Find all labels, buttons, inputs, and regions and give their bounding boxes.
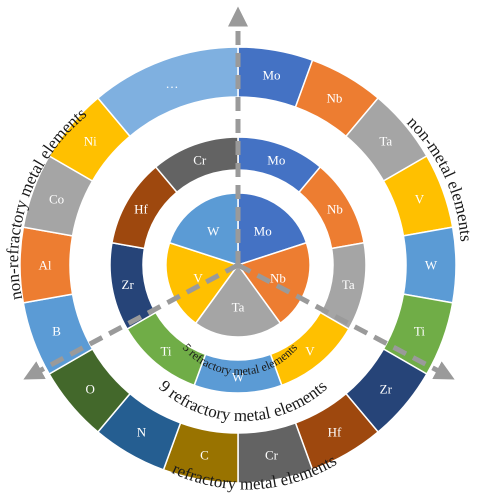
outer-ring-segment-label: … — [166, 76, 179, 91]
center-pie-segment-w — [168, 192, 239, 267]
center-pie: Mo Nb Ta V W — [165, 192, 311, 338]
outer-ring-segment-label: Nb — [327, 90, 343, 105]
outer-ring-segment-label: O — [86, 382, 95, 397]
middle-ring-segment-label: Mo — [267, 152, 285, 167]
outer-ring-segment-label: W — [425, 258, 438, 273]
outer-ring-segment-label: Hf — [328, 425, 342, 440]
outer-ring-segment-label: N — [137, 425, 147, 440]
middle-ring-segment-label: Ti — [160, 343, 171, 358]
center-pie-segment-ta — [194, 263, 282, 338]
center-pie-segment-v — [165, 241, 240, 325]
outer-ring-segment-label: Zr — [380, 382, 393, 397]
center-pie-segment-label: V — [193, 271, 203, 286]
axis-arrow-lower-left — [23, 262, 240, 380]
middle-ring-segment-label: V — [305, 343, 315, 358]
middle-ring: Mo Nb Ta V W Ti Zr Hf Cr — [109, 136, 367, 394]
outer-ring-segment-label: Ta — [379, 133, 392, 148]
center-pie-segment-label: Nb — [270, 271, 286, 286]
outer-ring-segment-label: B — [52, 324, 61, 339]
outer-ring-segment-label: Mo — [262, 67, 280, 82]
outer-ring-segment-label: Cr — [265, 448, 279, 463]
middle-ring-segment-label: Hf — [134, 202, 148, 217]
outer-ring-segment-label: Ti — [414, 324, 425, 339]
center-pie-segment-label: W — [207, 224, 220, 239]
outer-ring-segment-label: Al — [39, 258, 52, 273]
middle-ring-segment-label: Cr — [193, 152, 207, 167]
axis-arrow-lower-right — [236, 262, 455, 380]
outer-ring-segment-label: Ni — [84, 133, 97, 148]
middle-ring-segment-label: Ta — [342, 277, 355, 292]
center-pie-segment-nb — [236, 241, 311, 325]
outer-ring-segment-label: Co — [49, 192, 64, 207]
outer-ring: Mo Nb Ta V W Ti Zr Hf Cr C N O B Al Co Ni … — [19, 46, 457, 484]
outer-ring-segment-more — [96, 46, 239, 138]
axis-arrows — [23, 6, 455, 380]
outer-ring-segment-label: C — [200, 448, 209, 463]
middle-ring-segment-label: W — [232, 370, 245, 385]
outer-ring-segment-label: V — [415, 192, 425, 207]
center-pie-segment-label: Mo — [254, 224, 272, 239]
center-pie-segment-mo — [237, 192, 308, 267]
center-pie-segment-label: Ta — [232, 300, 245, 315]
middle-ring-segment-label: Nb — [327, 202, 343, 217]
middle-ring-segment-label: Zr — [122, 277, 135, 292]
